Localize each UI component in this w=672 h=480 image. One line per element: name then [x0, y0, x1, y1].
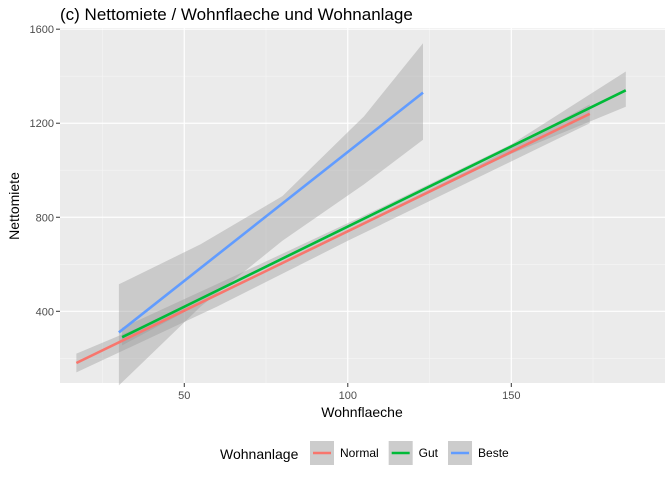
series-lines [75, 89, 627, 365]
legend-title: Wohnanlage [220, 446, 299, 462]
y-axis-title: Nettomiete [6, 172, 22, 240]
chart-title: (c) Nettomiete / Wohnflaeche und Wohnanl… [60, 5, 413, 24]
plot-panel [60, 28, 665, 383]
x-tick-label: 50 [178, 390, 190, 402]
series-line-gut [121, 89, 627, 339]
confidence-band-beste [118, 43, 424, 386]
x-axis-ticks: 50 100 150 [178, 383, 520, 402]
x-tick-label: 150 [502, 390, 520, 402]
legend-label-normal: Normal [340, 446, 379, 460]
x-axis-title: Wohnflaeche [321, 404, 403, 420]
y-tick-label: 400 [36, 306, 54, 318]
legend: Wohnanlage Normal Gut Beste [220, 441, 509, 465]
y-tick-label: 800 [36, 212, 54, 224]
x-tick-label: 100 [339, 390, 357, 402]
grid-major [60, 28, 665, 383]
y-tick-label: 1200 [30, 118, 54, 130]
legend-label-gut: Gut [419, 446, 439, 460]
legend-label-beste: Beste [478, 446, 509, 460]
confidence-band-gut [122, 71, 626, 346]
y-tick-label: 1600 [30, 24, 54, 36]
grid-minor [60, 28, 665, 383]
series-line-normal [75, 112, 591, 365]
series-line-beste [118, 91, 424, 334]
y-axis-ticks: 400 800 1200 1600 [30, 24, 60, 318]
